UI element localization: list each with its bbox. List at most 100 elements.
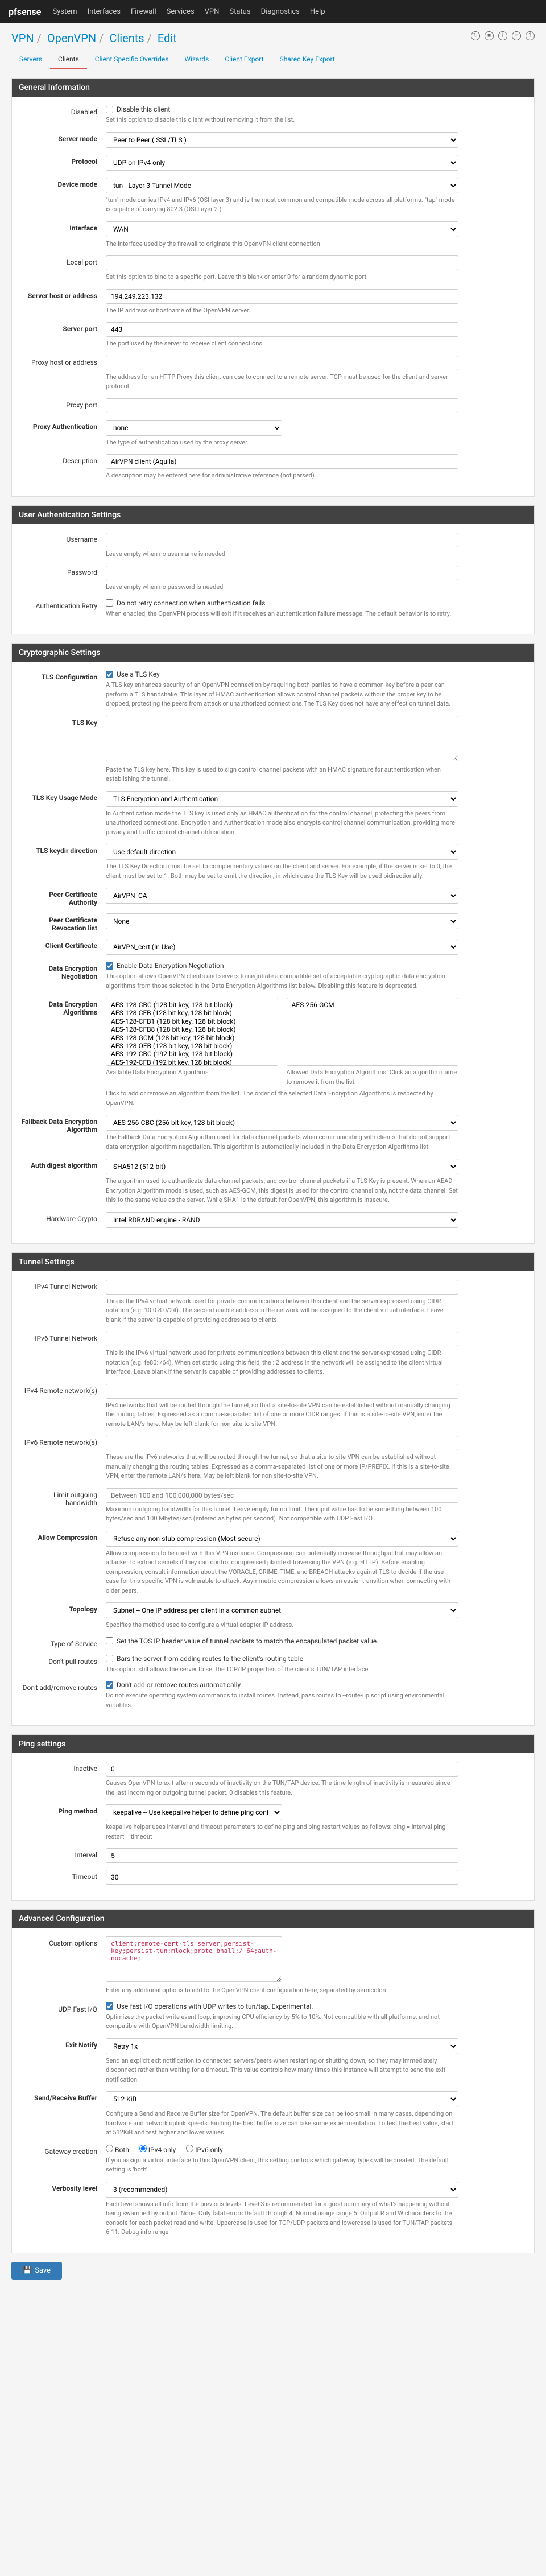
- selected-algorithms[interactable]: AES-256-GCM: [287, 998, 459, 1066]
- tab-wizards[interactable]: Wizards: [176, 51, 217, 69]
- peer-ca-select[interactable]: AirVPN_CA: [106, 888, 458, 904]
- timeout-input[interactable]: [106, 1870, 458, 1885]
- help: Set this option to disable this client w…: [106, 116, 458, 125]
- proxy-host-input[interactable]: [106, 356, 458, 370]
- username-input[interactable]: [106, 533, 458, 547]
- ipv4-tunnel-input[interactable]: [106, 1280, 458, 1295]
- save-icon: 💾: [23, 2266, 32, 2275]
- stop-icon[interactable]: ■: [485, 31, 494, 40]
- save-button[interactable]: 💾Save: [11, 2262, 62, 2280]
- help: Allow compression to be used with this V…: [106, 1549, 458, 1596]
- sndrcv-select[interactable]: 512 KiB: [106, 2091, 458, 2107]
- tls-keydir-select[interactable]: Use default direction: [106, 844, 458, 860]
- client-cert-select[interactable]: AirVPN_cert (In Use): [106, 939, 458, 955]
- help: These are the IPv6 networks that will be…: [106, 1453, 458, 1481]
- tab-servers[interactable]: Servers: [11, 51, 50, 69]
- verbosity-select[interactable]: 3 (recommended): [106, 2182, 458, 2198]
- checkbox-label: Enable Data Encryption Negotiation: [117, 962, 224, 970]
- menu-status[interactable]: Status: [229, 7, 250, 16]
- ipv6-tunnel-input[interactable]: [106, 1332, 458, 1346]
- ipv6-remote-input[interactable]: [106, 1436, 458, 1450]
- bc-clients[interactable]: Clients: [109, 31, 144, 45]
- password-input[interactable]: [106, 566, 458, 580]
- menu-firewall[interactable]: Firewall: [131, 7, 156, 16]
- label: Server host or address: [20, 289, 106, 300]
- label: Verbosity level: [20, 2182, 106, 2192]
- label: Data Encryption Algorithms: [20, 998, 106, 1016]
- menu-system[interactable]: System: [52, 7, 77, 16]
- auth-retry-checkbox[interactable]: [106, 599, 113, 607]
- protocol-select[interactable]: UDP on IPv4 only: [106, 155, 458, 171]
- save-label: Save: [35, 2266, 51, 2275]
- tos-checkbox[interactable]: [106, 1637, 113, 1644]
- label: Send/Receive Buffer: [20, 2091, 106, 2102]
- disabled-checkbox[interactable]: [106, 106, 113, 113]
- label: Fallback Data Encryption Algorithm: [20, 1115, 106, 1134]
- tls-usage-select[interactable]: TLS Encryption and Authentication: [106, 791, 458, 807]
- radio-label: IPv4 only: [148, 2146, 176, 2154]
- interface-select[interactable]: WAN: [106, 221, 458, 237]
- auth-digest-select[interactable]: SHA512 (512-bit): [106, 1159, 458, 1174]
- proxy-auth-select[interactable]: none: [106, 420, 282, 436]
- device-mode-select[interactable]: tun - Layer 3 Tunnel Mode: [106, 178, 458, 193]
- bc-openvpn[interactable]: OpenVPN: [47, 31, 96, 45]
- tab-clients[interactable]: Clients: [50, 51, 87, 69]
- checkbox-label: Set the TOS IP header value of tunnel pa…: [117, 1637, 378, 1645]
- panel-advanced: Advanced Configuration Custom optionscli…: [11, 1909, 535, 2253]
- info-icon[interactable]: i: [498, 31, 507, 40]
- proxy-port-input[interactable]: [106, 398, 458, 413]
- label: Disabled: [20, 105, 106, 116]
- help: Send an explicit exit notification to co…: [106, 2056, 458, 2085]
- interval-input[interactable]: [106, 1848, 458, 1863]
- ipv4-remote-input[interactable]: [106, 1384, 458, 1399]
- help: Configure a Send and Receive Buffer size…: [106, 2109, 458, 2138]
- tls-config-checkbox[interactable]: [106, 671, 113, 678]
- panel-header: Advanced Configuration: [12, 1910, 534, 1928]
- exit-notify-select[interactable]: Retry 1x: [106, 2038, 458, 2054]
- no-pull-checkbox[interactable]: [106, 1655, 113, 1662]
- ping-method-select[interactable]: keepalive -- Use keepalive helper to def…: [106, 1804, 282, 1820]
- menu-services[interactable]: Services: [167, 7, 195, 16]
- local-port-input[interactable]: [106, 255, 458, 270]
- help: Available Data Encryption Algorithms: [106, 1068, 278, 1078]
- tab-sharedkey[interactable]: Shared Key Export: [272, 51, 343, 69]
- help-icon[interactable]: ?: [526, 31, 535, 40]
- tls-key-textarea[interactable]: [106, 716, 458, 761]
- menu-interfaces[interactable]: Interfaces: [88, 7, 121, 16]
- menu-diagnostics[interactable]: Diagnostics: [261, 7, 300, 16]
- custom-options-textarea[interactable]: client;remote-cert-tls server;persist-ke…: [106, 1936, 282, 1982]
- tabs: Servers Clients Client Specific Override…: [0, 51, 546, 69]
- available-algorithms[interactable]: AES-128-CBC (128 bit key, 128 bit block)…: [106, 998, 278, 1066]
- label: Custom options: [20, 1936, 106, 1947]
- peer-crl-select[interactable]: None: [106, 913, 458, 929]
- help: Each level shows all info from the previ…: [106, 2200, 458, 2237]
- hw-crypto-select[interactable]: Intel RDRAND engine - RAND: [106, 1212, 458, 1228]
- refresh-icon[interactable]: ↻: [471, 31, 480, 40]
- fallback-select[interactable]: AES-256-CBC (256 bit key, 128 bit block): [106, 1115, 458, 1131]
- menu-help[interactable]: Help: [310, 7, 325, 16]
- server-mode-select[interactable]: Peer to Peer ( SSL/TLS ): [106, 132, 458, 148]
- label: Server mode: [20, 132, 106, 143]
- server-port-input[interactable]: [106, 322, 458, 337]
- menu-vpn[interactable]: VPN: [205, 7, 220, 16]
- description-input[interactable]: [106, 454, 458, 469]
- panel-ping: Ping settings InactiveCauses OpenVPN to …: [11, 1734, 535, 1901]
- log-icon[interactable]: ≡: [512, 31, 521, 40]
- no-add-checkbox[interactable]: [106, 1681, 113, 1689]
- bc-edit[interactable]: Edit: [158, 31, 177, 45]
- udp-fast-checkbox[interactable]: [106, 2002, 113, 2010]
- compression-select[interactable]: Refuse any non-stub compression (Most se…: [106, 1531, 458, 1547]
- tab-export[interactable]: Client Export: [217, 51, 271, 69]
- gateway-both-radio[interactable]: [106, 2145, 113, 2152]
- tab-overrides[interactable]: Client Specific Overrides: [87, 51, 177, 69]
- inactive-input[interactable]: [106, 1762, 458, 1777]
- data-enc-neg-checkbox[interactable]: [106, 962, 113, 970]
- gateway-ipv6-radio[interactable]: [186, 2145, 193, 2152]
- panel-general: General Information DisabledDisable this…: [11, 78, 535, 497]
- server-host-input[interactable]: [106, 289, 458, 304]
- gateway-ipv4-radio[interactable]: [139, 2145, 147, 2152]
- label: IPv4 Remote network(s): [20, 1384, 106, 1395]
- bc-vpn[interactable]: VPN: [11, 31, 34, 45]
- topology-select[interactable]: Subnet -- One IP address per client in a…: [106, 1602, 458, 1618]
- limit-bw-input[interactable]: [106, 1488, 458, 1503]
